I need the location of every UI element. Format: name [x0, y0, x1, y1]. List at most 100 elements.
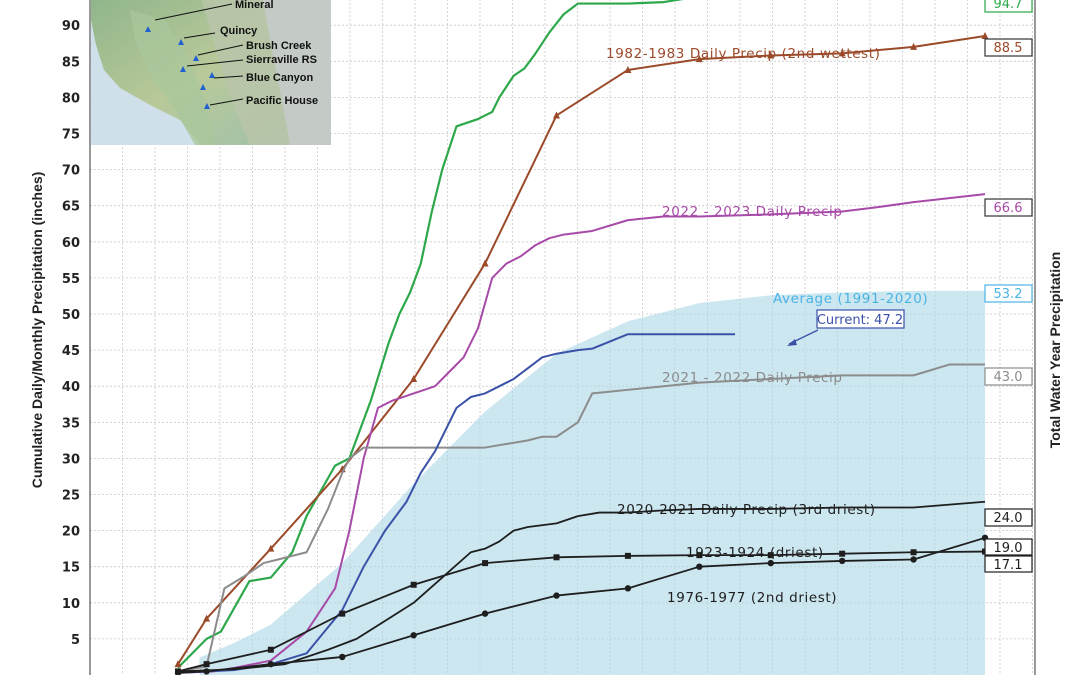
average-area	[199, 290, 985, 675]
current-pointer-head	[787, 339, 797, 346]
station-label-sierraville: Sierraville RS	[246, 54, 317, 66]
y-tick-label: 75	[62, 128, 80, 143]
data-point	[910, 556, 917, 563]
data-point	[838, 49, 846, 57]
y-tick-labels: 5101520253035404550556065707580859095	[62, 19, 80, 648]
station-mineral: Mineral	[145, 0, 274, 32]
y-tick-label: 85	[62, 55, 80, 70]
data-point	[481, 610, 489, 617]
end-value-1982-green: 94.7	[984, 0, 1033, 13]
end-value: 66.6	[994, 201, 1023, 216]
end-value-1982-1983: 88.5	[984, 38, 1033, 57]
series-line	[177, 0, 684, 669]
y-tick-label: 70	[62, 164, 80, 179]
data-point	[410, 581, 417, 588]
current-callout: Current: 47.2	[787, 309, 905, 346]
data-point	[767, 559, 774, 567]
data-point	[624, 65, 632, 73]
data-point	[203, 661, 210, 668]
end-value-1923-1924: 17.1	[984, 555, 1033, 573]
end-value: 94.7	[994, 0, 1023, 12]
series-0	[177, 0, 684, 669]
data-point	[174, 660, 182, 668]
data-point	[267, 646, 274, 653]
series-layer	[174, 0, 989, 675]
series-1	[174, 32, 989, 668]
label-1976-1977: 1976-1977 (2nd driest)	[667, 590, 837, 606]
y-tick-label: 10	[62, 597, 80, 612]
station-pacific-house: Pacific House	[204, 95, 318, 109]
data-point	[624, 552, 631, 559]
label-average: Average (1991-2020)	[773, 291, 928, 307]
data-point	[174, 669, 182, 675]
map-central-valley	[130, 10, 215, 145]
end-value: 88.5	[994, 41, 1023, 56]
series-line	[177, 500, 986, 673]
end-box	[984, 538, 1033, 556]
end-box	[984, 38, 1033, 57]
end-box	[984, 284, 1033, 303]
y-axis-title: Cumulative Daily/Monthly Precipitation (…	[29, 172, 45, 489]
data-point	[767, 552, 774, 559]
y-tick-label: 60	[62, 236, 80, 251]
current-label: Current: 47.2	[817, 313, 903, 328]
current-box	[816, 309, 905, 329]
y-tick-label: 50	[62, 308, 80, 323]
y-tick-label: 65	[62, 200, 80, 215]
station-marker	[200, 84, 206, 90]
station-blue-canyon: Blue Canyon	[209, 72, 314, 84]
series-2	[177, 193, 986, 674]
end-box	[984, 555, 1033, 573]
end-box	[984, 508, 1033, 527]
end-box	[984, 198, 1033, 217]
end-value: 43.0	[994, 370, 1023, 385]
end-value: 53.2	[994, 287, 1023, 302]
average-area-layer	[199, 290, 985, 675]
data-point	[339, 653, 346, 661]
data-point	[339, 610, 346, 617]
station-marker	[178, 39, 184, 45]
label-2020-2021: 2020-2021 Daily Precip (3rd driest)	[617, 502, 876, 518]
data-point	[553, 111, 560, 119]
data-point	[910, 42, 918, 50]
label-2022-2023: 2022 - 2023 Daily Precip	[662, 204, 843, 220]
data-point	[839, 550, 846, 557]
data-point	[695, 55, 703, 63]
data-point	[267, 544, 275, 552]
station-map-inset: Mineral Quincy Brush Creek Sierraville R…	[91, 0, 331, 145]
end-box	[984, 0, 1033, 13]
data-point	[553, 592, 560, 599]
end-value-2022-2023: 66.6	[984, 198, 1033, 217]
station-marker	[145, 26, 151, 32]
station-marker	[204, 103, 210, 109]
data-point	[410, 632, 417, 639]
data-point	[981, 32, 989, 40]
station-extra	[200, 84, 206, 90]
end-value: 24.0	[994, 511, 1023, 526]
data-point	[203, 668, 210, 675]
label-1982-1983: 1982-1983 Daily Precip (2nd wettest)	[606, 46, 881, 62]
series-line	[177, 363, 985, 673]
plot-frame	[89, 0, 1036, 675]
series-5	[177, 500, 986, 673]
station-label-quincy: Quincy	[220, 25, 258, 37]
y-tick-label: 15	[62, 561, 80, 576]
station-sierraville: Sierraville RS	[180, 54, 317, 72]
data-point	[910, 549, 917, 556]
label-2021-2022: 2021 - 2022 Daily Precip	[662, 370, 843, 386]
station-marker	[209, 72, 215, 78]
data-point	[696, 563, 703, 570]
map-nevada-shade	[262, 0, 331, 145]
y-tick-label: 25	[62, 489, 80, 504]
data-point	[767, 51, 775, 59]
station-marker	[193, 55, 199, 61]
data-point	[410, 374, 418, 382]
y-tick-label: 5	[71, 633, 80, 648]
station-quincy: Quincy	[178, 25, 258, 45]
data-point	[267, 660, 275, 668]
data-point	[624, 585, 632, 592]
y-tick-label: 40	[62, 380, 80, 395]
end-value-2021-2022: 43.0	[984, 367, 1033, 386]
end-value-1976-1977: 19.0	[984, 538, 1033, 556]
